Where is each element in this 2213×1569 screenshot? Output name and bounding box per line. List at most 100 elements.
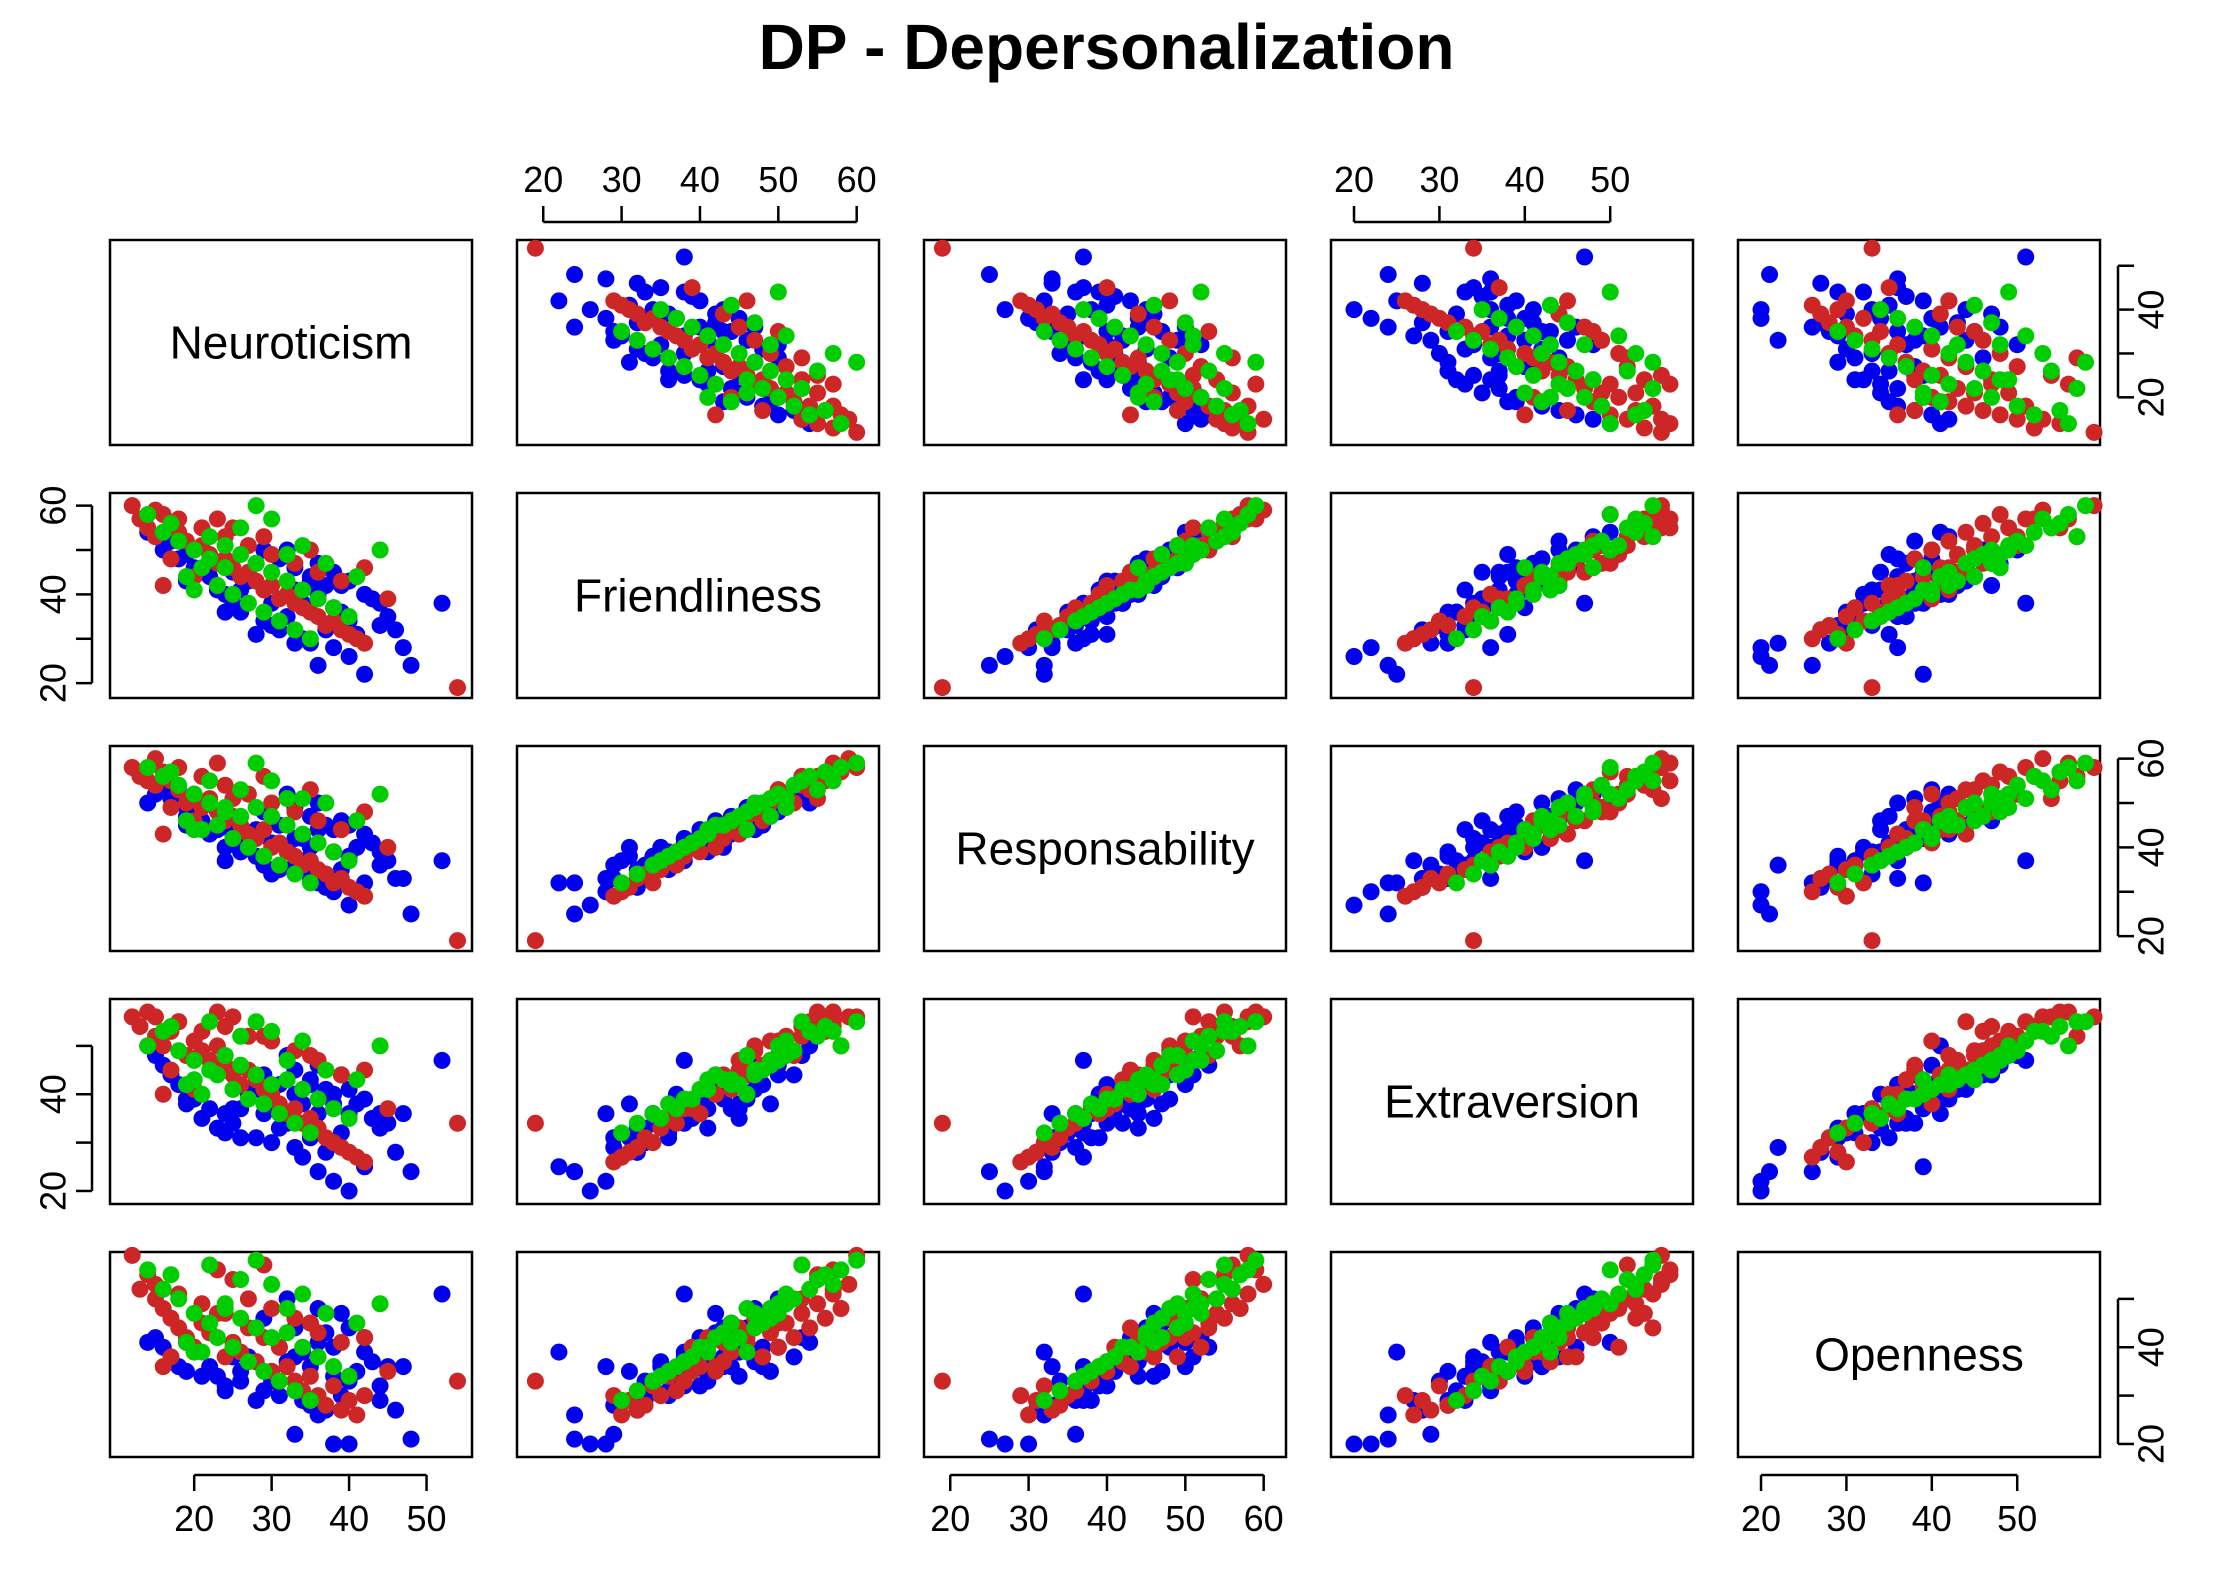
point-g2-36-extraversion-openness bbox=[1983, 1018, 2001, 1036]
point-g2-26-friendliness-extraversion bbox=[1456, 608, 1474, 626]
point-g3-34-extraversion-responsability bbox=[1184, 1051, 1202, 1069]
point-g3-30-neuroticism-responsability bbox=[1247, 353, 1265, 371]
point-g3-35-openness-responsability bbox=[1129, 1343, 1147, 1361]
point-g2-32-responsability-openness bbox=[1837, 887, 1855, 905]
point-g1-6-extraversion-friendliness bbox=[597, 1172, 615, 1190]
point-g2-1-extraversion-friendliness bbox=[526, 1114, 544, 1132]
point-g2-31-responsability-openness bbox=[1803, 883, 1821, 901]
point-g3-29-openness-responsability bbox=[1184, 1285, 1202, 1303]
point-g2-42-friendliness-responsability bbox=[1184, 519, 1202, 537]
point-g1-2-neuroticism-friendliness bbox=[566, 266, 584, 284]
diagonal-label-responsability: Responsability bbox=[955, 823, 1254, 875]
point-g3-11-responsability-neuroticism bbox=[278, 816, 296, 834]
point-g3-22-friendliness-responsability bbox=[1067, 612, 1085, 630]
point-g1-39-neuroticism-openness bbox=[1974, 349, 1992, 367]
point-g1-6-neuroticism-openness bbox=[1752, 309, 1770, 327]
point-g3-24-neuroticism-extraversion bbox=[1447, 323, 1465, 341]
point-g3-31-extraversion-friendliness bbox=[746, 1061, 764, 1079]
point-g3-31-responsability-neuroticism bbox=[317, 794, 335, 812]
point-g3-2-responsability-extraversion bbox=[1601, 759, 1619, 777]
point-g3-15-neuroticism-openness bbox=[1872, 301, 1890, 319]
point-g1-3-friendliness-openness bbox=[1889, 639, 1907, 657]
point-g1-8-responsability-extraversion bbox=[1405, 852, 1423, 870]
point-g2-28-openness-neuroticism bbox=[325, 1377, 343, 1395]
point-g3-35-neuroticism-friendliness bbox=[699, 388, 717, 406]
point-g2-42-openness-responsability bbox=[1184, 1271, 1202, 1289]
point-g3-34-friendliness-responsability bbox=[1184, 545, 1202, 563]
point-g2-19-neuroticism-responsability bbox=[1129, 349, 1147, 367]
point-g3-8-responsability-neuroticism bbox=[232, 807, 250, 825]
point-g3-32-neuroticism-friendliness bbox=[722, 296, 740, 314]
point-g3-12-neuroticism-friendliness bbox=[699, 327, 717, 345]
point-g2-34-openness-responsability bbox=[1239, 1285, 1257, 1303]
point-g3-7-friendliness-extraversion bbox=[1584, 559, 1602, 577]
point-g2-41-neuroticism-responsability bbox=[1129, 305, 1147, 323]
point-g2-35-openness-friendliness bbox=[809, 1295, 827, 1313]
point-g3-23-neuroticism-responsability bbox=[1051, 331, 1069, 349]
point-g3-33-friendliness-responsability bbox=[1168, 537, 1186, 555]
point-g2-32-neuroticism-friendliness bbox=[605, 292, 623, 310]
point-g3-22-responsability-friendliness bbox=[644, 856, 662, 874]
point-g1-26-neuroticism-responsability bbox=[1051, 344, 1069, 362]
point-g1-32-friendliness-extraversion bbox=[1499, 625, 1517, 643]
point-g2-7-friendliness-openness bbox=[1974, 514, 1992, 532]
point-g2-49-neuroticism-extraversion bbox=[1490, 279, 1508, 297]
point-g3-35-extraversion-responsability bbox=[1129, 1071, 1147, 1089]
point-g2-1-responsability-friendliness bbox=[526, 932, 544, 950]
point-g3-19-openness-responsability bbox=[1114, 1338, 1132, 1356]
point-g3-18-neuroticism-extraversion bbox=[1550, 375, 1568, 393]
point-g3-32-neuroticism-responsability bbox=[1145, 296, 1163, 314]
point-g1-20-extraversion-responsability bbox=[1153, 1095, 1171, 1113]
y-tick-label-friendliness-40: 40 bbox=[33, 574, 74, 614]
point-g1-7-friendliness-neuroticism bbox=[309, 656, 327, 674]
point-g2-40-neuroticism-openness bbox=[1948, 318, 1966, 336]
point-g3-9-openness-neuroticism bbox=[247, 1319, 265, 1337]
point-g3-35-openness-friendliness bbox=[699, 1343, 717, 1361]
point-g1-20-openness-responsability bbox=[1153, 1362, 1171, 1380]
point-g2-44-extraversion-neuroticism bbox=[162, 1061, 180, 1079]
point-g3-35-friendliness-neuroticism bbox=[185, 581, 203, 599]
point-g3-22-openness-neuroticism bbox=[270, 1372, 288, 1390]
point-g1-5-responsability-neuroticism bbox=[340, 896, 358, 914]
point-g1-3-extraversion-neuroticism bbox=[394, 1105, 412, 1123]
point-g3-33-openness-neuroticism bbox=[216, 1295, 234, 1313]
diagonal-label-neuroticism: Neuroticism bbox=[170, 317, 413, 369]
point-g2-48-openness-neuroticism bbox=[356, 1329, 374, 1347]
point-g3-30-neuroticism-openness bbox=[2077, 353, 2095, 371]
point-g3-30-neuroticism-extraversion bbox=[1644, 353, 1662, 371]
point-g3-2-extraversion-friendliness bbox=[832, 1037, 850, 1055]
point-g1-46-neuroticism-responsability bbox=[1074, 279, 1092, 297]
point-g1-32-extraversion-friendliness bbox=[620, 1095, 638, 1113]
point-g3-27-neuroticism-extraversion bbox=[1618, 362, 1636, 380]
point-g1-26-extraversion-neuroticism bbox=[263, 1134, 281, 1152]
point-g2-31-openness-responsability bbox=[1020, 1406, 1038, 1424]
x-tick-label-extraversion-20: 20 bbox=[1334, 159, 1374, 200]
point-g3-32-responsability-friendliness bbox=[722, 812, 740, 830]
point-g1-1-responsability-openness bbox=[2017, 852, 2035, 870]
point-g3-18-openness-friendliness bbox=[707, 1329, 725, 1347]
point-g3-33-extraversion-neuroticism bbox=[216, 1047, 234, 1065]
point-g2-1-neuroticism-friendliness bbox=[526, 239, 544, 257]
point-g3-26-neuroticism-friendliness bbox=[793, 380, 811, 398]
point-g1-9-openness-extraversion bbox=[1422, 1425, 1440, 1443]
point-g1-10-openness-neuroticism bbox=[270, 1387, 288, 1405]
point-g1-7-extraversion-openness bbox=[1803, 1163, 1821, 1181]
point-g3-19-extraversion-responsability bbox=[1114, 1080, 1132, 1098]
point-g3-32-extraversion-responsability bbox=[1145, 1071, 1163, 1089]
panel-openness-openness bbox=[1736, 1250, 2102, 1459]
point-g3-34-responsability-friendliness bbox=[761, 790, 779, 808]
point-g2-44-neuroticism-friendliness bbox=[754, 401, 772, 419]
point-g1-5-responsability-extraversion bbox=[1345, 896, 1363, 914]
point-g3-24-responsability-extraversion bbox=[1447, 874, 1465, 892]
point-g3-26-neuroticism-responsability bbox=[1216, 380, 1234, 398]
point-g3-28-friendliness-openness bbox=[2034, 510, 2052, 528]
point-g1-2-extraversion-neuroticism bbox=[402, 1163, 420, 1181]
point-g3-24-responsability-openness bbox=[1829, 874, 1847, 892]
point-g1-6-friendliness-neuroticism bbox=[325, 639, 343, 657]
point-g3-21-extraversion-openness bbox=[1880, 1095, 1898, 1113]
point-g3-6-neuroticism-openness bbox=[1966, 380, 1984, 398]
point-g3-21-responsability-openness bbox=[1880, 847, 1898, 865]
point-g3-4-neuroticism-openness bbox=[2008, 397, 2026, 415]
point-g2-19-responsability-neuroticism bbox=[255, 821, 273, 839]
